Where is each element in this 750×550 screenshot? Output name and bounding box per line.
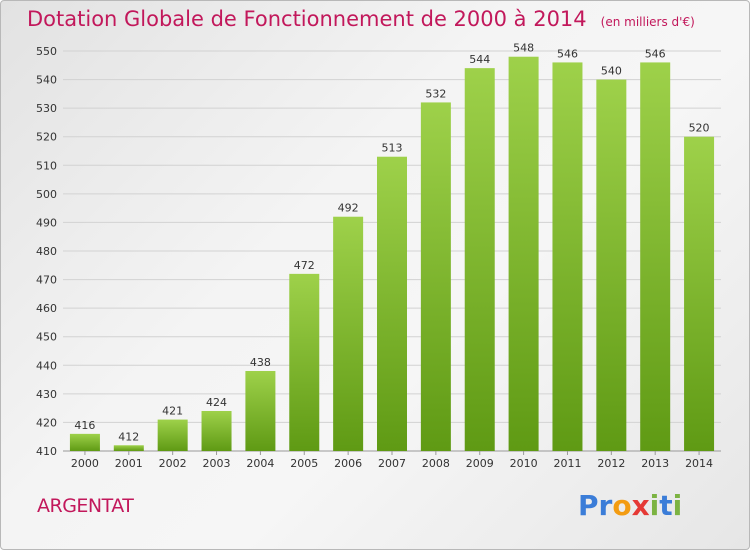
- data-label: 513: [382, 142, 403, 155]
- commune-name: ARGENTAT: [37, 495, 134, 517]
- logo-letter: t: [659, 489, 673, 522]
- y-tick-label: 530: [36, 102, 57, 115]
- bar-2014: [684, 136, 715, 451]
- y-tick-label: 500: [36, 188, 57, 201]
- y-tick-label: 460: [36, 302, 57, 315]
- bar-2007: [377, 156, 407, 451]
- y-tick-label: 480: [36, 245, 57, 258]
- data-label: 544: [469, 53, 490, 66]
- chart-title-text: Dotation Globale de Fonctionnement de 20…: [27, 7, 587, 31]
- bar-2009: [464, 68, 495, 452]
- bar-2011: [552, 62, 583, 452]
- data-label: 548: [513, 42, 534, 55]
- proxiti-logo[interactable]: Proxiti: [578, 489, 682, 522]
- logo-letter: r: [598, 489, 613, 522]
- x-tick-label: 2008: [422, 457, 450, 470]
- x-tick-label: 2000: [71, 457, 99, 470]
- bars: [69, 56, 715, 452]
- x-tick-label: 2002: [159, 457, 187, 470]
- bar-2000: [69, 433, 100, 451]
- bar-2006: [333, 216, 364, 451]
- data-label: 421: [162, 405, 183, 418]
- logo-letter: i: [649, 489, 660, 522]
- y-tick-label: 410: [36, 445, 57, 458]
- x-tick-label: 2005: [290, 457, 318, 470]
- bar-2008: [420, 102, 451, 451]
- y-tick-label: 440: [36, 359, 57, 372]
- x-tick-label: 2004: [246, 457, 274, 470]
- y-tick-label: 450: [36, 331, 57, 344]
- data-label: 438: [250, 356, 271, 369]
- y-tick-label: 430: [36, 388, 57, 401]
- data-label: 472: [294, 259, 315, 272]
- x-tick-label: 2011: [553, 457, 581, 470]
- logo-letter: P: [578, 489, 599, 522]
- data-label: 492: [338, 202, 359, 215]
- y-tick-label: 470: [36, 274, 57, 287]
- x-tick-label: 2006: [334, 457, 362, 470]
- logo-letter: i: [672, 489, 683, 522]
- x-tick-label: 2001: [115, 457, 143, 470]
- data-label: 546: [645, 47, 666, 60]
- data-label: 416: [74, 419, 95, 432]
- chart-subtitle: (en milliers d'€): [600, 15, 695, 29]
- data-labels: 416 412 421 424 438 472 492 513 532 544 548 546 540 5…: [74, 42, 709, 444]
- x-tick-label: 2009: [466, 457, 494, 470]
- y-tick-label: 420: [36, 416, 57, 429]
- data-label: 412: [118, 430, 139, 443]
- x-tick-label: 2014: [685, 457, 713, 470]
- x-tick-label: 2012: [597, 457, 625, 470]
- y-tick-label: 540: [36, 74, 57, 87]
- bar-2013: [640, 62, 671, 452]
- bar-2001: [113, 445, 144, 451]
- y-tick-label: 550: [36, 45, 57, 58]
- x-tick-label: 2013: [641, 457, 669, 470]
- chart-title: Dotation Globale de Fonctionnement de 20…: [27, 7, 695, 31]
- y-tick-label: 520: [36, 131, 57, 144]
- x-axis: 2000 2001 2002 2003 2004 2005 2006 2007 2008 2009…: [71, 451, 713, 470]
- x-tick-label: 2010: [510, 457, 538, 470]
- x-tick-label: 2007: [378, 457, 406, 470]
- x-tick-label: 2003: [203, 457, 231, 470]
- bar-2012: [596, 79, 627, 452]
- bar-2002: [157, 419, 188, 451]
- logo-letter: o: [612, 489, 632, 522]
- y-tick-label: 490: [36, 216, 57, 229]
- logo-letter: x: [631, 489, 650, 522]
- data-label: 532: [425, 87, 446, 100]
- data-label: 546: [557, 47, 578, 60]
- bar-2005: [289, 273, 320, 451]
- bar-2004: [245, 371, 276, 451]
- y-tick-label: 510: [36, 159, 57, 172]
- data-label: 424: [206, 396, 227, 409]
- data-label: 540: [601, 65, 622, 78]
- data-label: 520: [689, 122, 710, 135]
- bar-2003: [201, 411, 232, 451]
- bar-2010: [508, 56, 539, 451]
